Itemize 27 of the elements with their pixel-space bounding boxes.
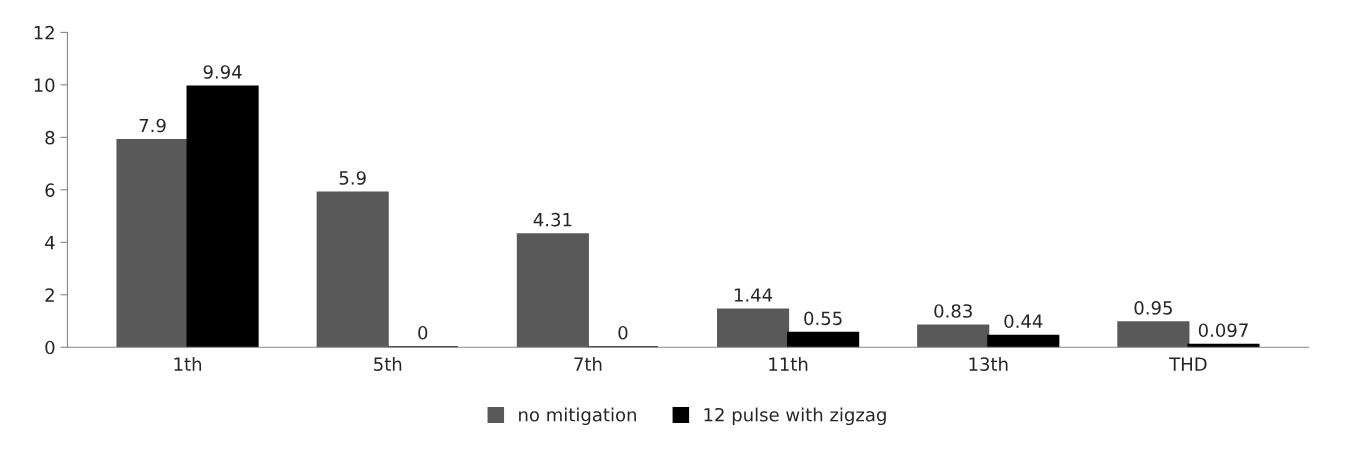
y-tick-label: 6	[45, 183, 55, 197]
x-tick-label: 7th	[574, 356, 602, 371]
y-tick-label: 8	[45, 130, 55, 145]
x-tick-label: 11th	[769, 356, 808, 371]
y-tick-label: 2	[45, 288, 54, 302]
data-label: 1.44	[734, 288, 773, 302]
legend-label: 12 pulse with zigzag	[704, 407, 886, 426]
data-label: 0	[618, 325, 628, 340]
data-label: 0.44	[1004, 314, 1043, 329]
data-label: 4.31	[533, 212, 572, 227]
data-label: 0	[418, 325, 428, 340]
data-label: 0.55	[804, 311, 842, 326]
data-label: 5.9	[339, 171, 366, 185]
data-label: 0.097	[1198, 323, 1248, 338]
x-tick-label: 5th	[374, 356, 402, 371]
y-tick-label: 10	[34, 78, 55, 92]
x-tick-label: 13th	[969, 356, 1008, 371]
data-label: 0.83	[934, 304, 972, 318]
y-tick-label: 4	[45, 236, 55, 250]
data-label: 9.94	[203, 65, 242, 79]
x-tick-label: THD	[1169, 357, 1207, 371]
x-tick-label: 1th	[174, 356, 202, 371]
data-label: 7.9	[139, 118, 166, 133]
y-tick-label: 12	[34, 25, 54, 40]
data-label: 0.95	[1134, 301, 1172, 315]
legend-label: no mitigation	[519, 407, 636, 426]
y-tick-label: 0	[45, 340, 55, 355]
